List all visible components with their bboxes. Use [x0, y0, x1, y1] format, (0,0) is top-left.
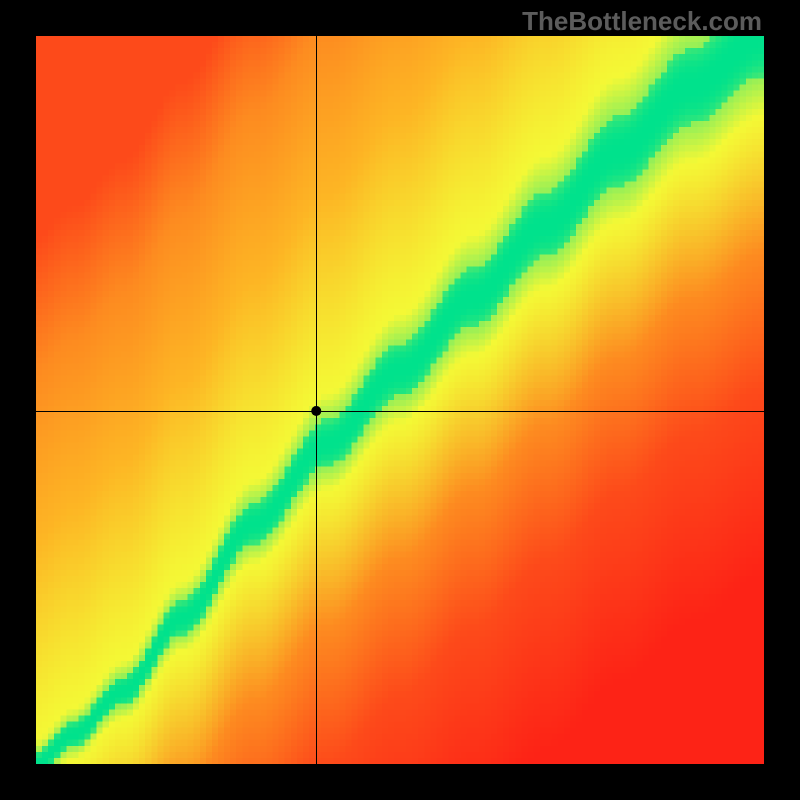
overlay-canvas — [36, 36, 764, 764]
watermark-text: TheBottleneck.com — [522, 6, 762, 37]
chart-container: TheBottleneck.com — [0, 0, 800, 800]
